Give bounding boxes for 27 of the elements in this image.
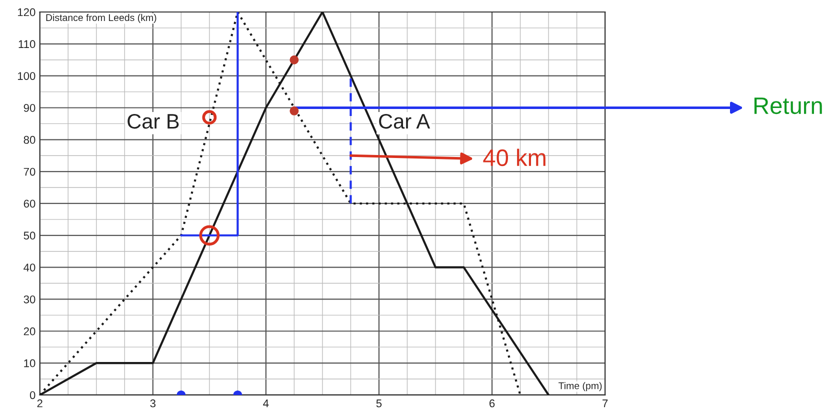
y-tick-label: 110 bbox=[18, 40, 36, 48]
point bbox=[290, 55, 299, 64]
x-tick-label: 7 bbox=[602, 400, 608, 408]
y-axis-title: Distance from Leeds (km) bbox=[46, 14, 156, 23]
point bbox=[290, 106, 299, 116]
y-tick-label: 10 bbox=[24, 359, 36, 368]
y-tick-label: 0 bbox=[30, 391, 36, 400]
x-tick-label: 6 bbox=[490, 399, 495, 408]
y-tick-label: 100 bbox=[18, 72, 36, 80]
x-tick-label: 5 bbox=[376, 400, 382, 408]
y-tick-label: 60 bbox=[24, 200, 36, 208]
x-axis-title: Time (pm) bbox=[558, 382, 602, 392]
y-tick-label: 20 bbox=[24, 327, 36, 336]
annotation: 40 km bbox=[483, 148, 546, 166]
y-tick-label: 120 bbox=[18, 8, 36, 16]
y-tick-label: 80 bbox=[24, 136, 36, 144]
annotation: Return bbox=[754, 98, 822, 114]
series-label: Car A bbox=[379, 114, 430, 129]
y-tick-label: 40 bbox=[24, 264, 36, 272]
series-label: Car B bbox=[128, 114, 179, 129]
y-tick-label: 90 bbox=[24, 104, 36, 112]
x-tick-label: 2 bbox=[37, 399, 42, 408]
y-tick-label: 30 bbox=[24, 295, 36, 304]
y-tick-label: 50 bbox=[24, 232, 36, 240]
y-tick-label: 70 bbox=[24, 168, 36, 176]
x-tick-label: 4 bbox=[263, 400, 269, 408]
x-tick-label: 3 bbox=[150, 399, 156, 408]
